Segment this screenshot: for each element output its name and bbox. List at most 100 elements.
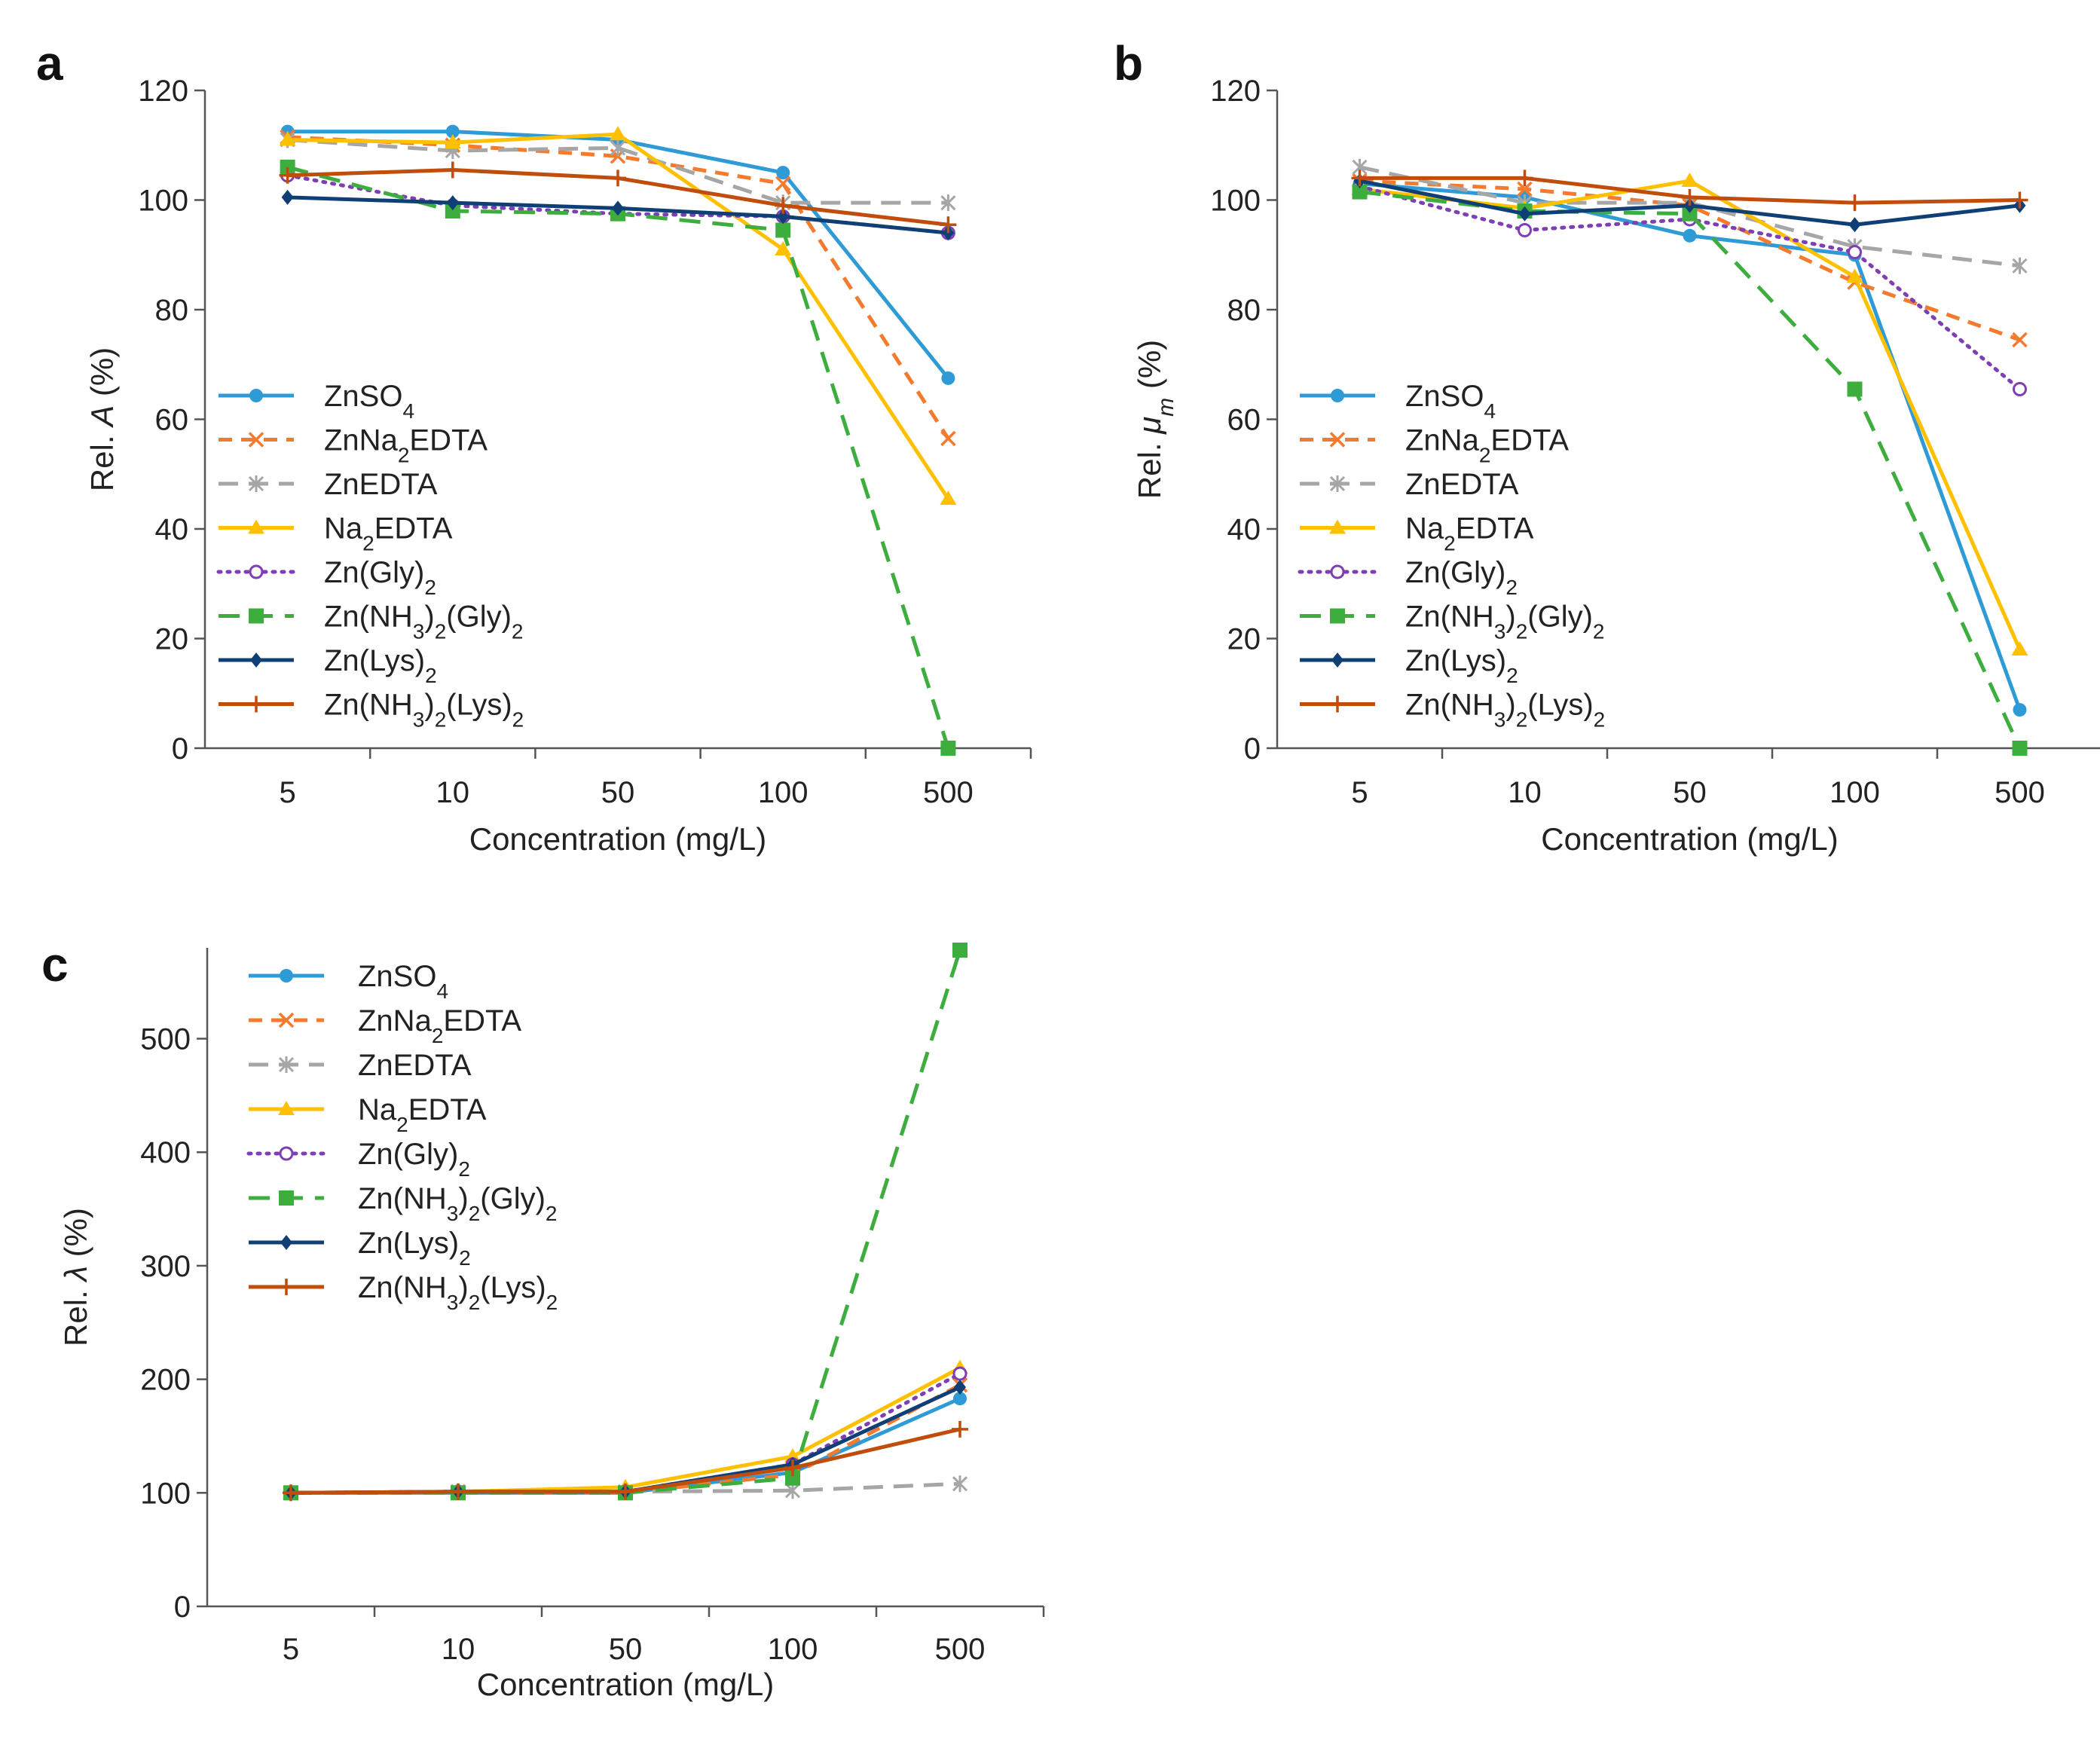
y-tick-label: 0 bbox=[1244, 732, 1261, 766]
x-tick-label: 5 bbox=[279, 776, 295, 809]
legend-marker bbox=[249, 608, 264, 624]
y-tick-label: 400 bbox=[140, 1136, 191, 1169]
data-point bbox=[954, 1380, 966, 1395]
legend-marker bbox=[279, 1146, 294, 1161]
legend-item-znso4: ZnSO4 bbox=[219, 380, 414, 423]
y-tick-label: 80 bbox=[1227, 294, 1261, 327]
legend-marker bbox=[1329, 432, 1346, 448]
legend-item-znna2edta: ZnNa2EDTA bbox=[249, 1004, 521, 1047]
legend-label: ZnEDTA bbox=[324, 468, 438, 501]
legend-label: Zn(NH3)2(Gly)2 bbox=[324, 601, 523, 643]
x-tick-label: 500 bbox=[923, 776, 974, 809]
y-tick-label: 40 bbox=[155, 513, 189, 546]
legend-label: Zn(NH3)2(Lys)2 bbox=[1405, 689, 1605, 732]
legend-marker bbox=[249, 389, 263, 402]
data-point bbox=[1352, 184, 1368, 200]
data-point bbox=[1517, 181, 1533, 197]
legend-marker bbox=[1331, 652, 1343, 668]
data-point bbox=[952, 1475, 968, 1493]
data-point bbox=[279, 131, 296, 146]
panel-letter: c bbox=[41, 937, 69, 992]
legend-label: Zn(NH3)2(Lys)2 bbox=[324, 689, 524, 732]
data-point bbox=[446, 195, 459, 211]
x-tick-label: 5 bbox=[1351, 776, 1368, 809]
data-point bbox=[775, 222, 791, 238]
chart-panel-a: a 0 20 40 60 80 100 120 5 10 50 100 500 Concentration… bbox=[36, 36, 1032, 857]
data-point bbox=[953, 1392, 967, 1406]
data-point bbox=[1848, 217, 1861, 233]
x-tick-label: 50 bbox=[1673, 776, 1707, 809]
data-point bbox=[952, 1366, 967, 1381]
series-zn-nh3-2-lys-2 bbox=[1351, 170, 2028, 212]
x-tick-label: 100 bbox=[768, 1633, 818, 1666]
data-point bbox=[279, 167, 296, 184]
legend-marker bbox=[280, 969, 293, 983]
y-tick-label: 60 bbox=[155, 404, 189, 437]
legend-label: ZnSO4 bbox=[358, 960, 448, 1003]
legend-item-znedta: ZnEDTA bbox=[249, 1049, 472, 1082]
legend-marker bbox=[278, 1056, 295, 1073]
data-point bbox=[612, 200, 624, 216]
y-tick-label: 20 bbox=[1227, 623, 1261, 656]
data-point bbox=[940, 741, 956, 756]
data-point bbox=[1681, 188, 1698, 206]
series-line-znso4 bbox=[291, 1396, 961, 1495]
legend-item-zn-gly-2: Zn(Gly)2 bbox=[216, 556, 436, 599]
data-point bbox=[952, 1420, 968, 1438]
legend-item-znna2edta: ZnNa2EDTA bbox=[1300, 424, 1569, 466]
legend-marker bbox=[1330, 608, 1345, 624]
legend-marker bbox=[278, 1279, 295, 1295]
data-point bbox=[940, 430, 956, 447]
data-point bbox=[617, 1483, 634, 1500]
data-point bbox=[1681, 173, 1698, 188]
data-point bbox=[775, 176, 791, 191]
legend-label: Zn(Gly)2 bbox=[1405, 556, 1518, 599]
panel-letter: b bbox=[1114, 36, 1143, 90]
legend-marker bbox=[1329, 475, 1346, 492]
data-point bbox=[445, 203, 460, 219]
x-tick-label: 10 bbox=[436, 776, 470, 809]
series-line-znna2edta bbox=[1359, 179, 2021, 342]
series-line-znedta bbox=[287, 137, 949, 205]
x-tick-label: 100 bbox=[1829, 776, 1880, 809]
legend-item-znedta: ZnEDTA bbox=[1300, 468, 1519, 501]
y-axis-title: Rel. λ (%) bbox=[58, 1208, 93, 1346]
y-tick-label: 100 bbox=[1210, 185, 1261, 218]
y-tick-label: 500 bbox=[140, 1023, 191, 1056]
data-point bbox=[445, 124, 460, 139]
x-tick-label: 500 bbox=[1995, 776, 2045, 809]
legend: ZnSO4ZnNa2EDTAZnEDTANa2EDTAZn(Gly)2Zn(NH… bbox=[246, 960, 558, 1314]
legend-label: Zn(Lys)2 bbox=[1405, 644, 1518, 687]
data-point bbox=[1682, 206, 1698, 222]
x-tick-label: 50 bbox=[601, 776, 635, 809]
series-zn-lys-2 bbox=[281, 189, 955, 241]
data-point bbox=[1683, 228, 1697, 243]
y-tick-label: 60 bbox=[1227, 404, 1261, 437]
legend-marker bbox=[278, 1012, 295, 1028]
data-point bbox=[1518, 223, 1532, 238]
data-point bbox=[785, 1470, 800, 1486]
x-tick-label: 10 bbox=[442, 1633, 475, 1666]
data-point bbox=[444, 161, 461, 179]
legend-label: ZnSO4 bbox=[1405, 380, 1496, 423]
y-tick-label: 100 bbox=[138, 185, 188, 218]
y-tick-label: 40 bbox=[1227, 513, 1261, 546]
data-point bbox=[940, 216, 957, 234]
series-zn-nh3-2-lys-2 bbox=[283, 1420, 968, 1502]
series-line-znso4 bbox=[287, 130, 950, 380]
legend-label: Zn(NH3)2(Gly)2 bbox=[1405, 601, 1604, 643]
legend-marker bbox=[1331, 389, 1344, 402]
data-point bbox=[940, 194, 956, 212]
legend-item-zn-lys-2: Zn(Lys)2 bbox=[1300, 644, 1518, 687]
legend-label: Zn(NH3)2(Lys)2 bbox=[358, 1271, 558, 1314]
series-znso4 bbox=[280, 124, 955, 385]
data-point bbox=[2013, 703, 2027, 717]
data-point bbox=[1351, 170, 1368, 187]
legend-marker bbox=[1329, 695, 1346, 713]
legend-marker bbox=[248, 695, 264, 713]
legend-marker bbox=[248, 432, 264, 448]
legend-marker bbox=[249, 564, 264, 579]
legend-marker bbox=[248, 475, 264, 492]
data-point bbox=[1846, 194, 1863, 212]
series-na2edta bbox=[279, 126, 957, 505]
